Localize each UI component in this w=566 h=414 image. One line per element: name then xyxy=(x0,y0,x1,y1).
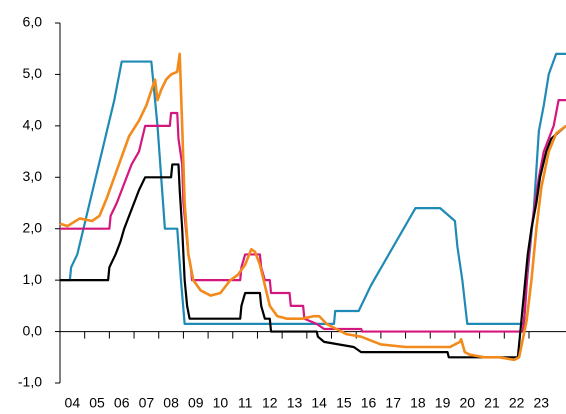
x-tick-label: 18 xyxy=(410,395,426,411)
x-tick-label: 16 xyxy=(361,395,377,411)
x-tick-label: 08 xyxy=(163,395,179,411)
x-tick-label: 04 xyxy=(65,395,81,411)
x-tick-label: 21 xyxy=(484,395,500,411)
series-line xyxy=(60,99,566,333)
y-tick-label: 0,0 xyxy=(23,322,43,338)
x-tick-label: 07 xyxy=(139,395,155,411)
series-line xyxy=(60,125,566,359)
x-tick-label: 20 xyxy=(459,395,475,411)
y-tick-label: 1,0 xyxy=(23,271,43,287)
x-tick-label: 11 xyxy=(238,395,253,411)
y-tick-label: 2,0 xyxy=(23,219,43,235)
y-tick-label: -1,0 xyxy=(18,374,42,390)
y-tick-label: 5,0 xyxy=(23,65,43,81)
x-tick-label: 17 xyxy=(385,395,401,411)
x-tick-label: 23 xyxy=(534,395,550,411)
x-tick-label: 09 xyxy=(188,395,204,411)
series-line xyxy=(59,52,566,362)
x-tick-label: 06 xyxy=(114,395,130,411)
series-line xyxy=(60,52,566,325)
x-tick-label: 22 xyxy=(509,395,525,411)
x-tick-label: 14 xyxy=(311,395,327,411)
x-tick-label: 13 xyxy=(287,395,303,411)
y-tick-label: 4,0 xyxy=(23,117,43,133)
x-tick-label: 12 xyxy=(262,395,278,411)
x-tick-label: 05 xyxy=(89,395,105,411)
x-tick-label: 10 xyxy=(213,395,229,411)
y-tick-label: 6,0 xyxy=(23,14,43,30)
y-tick-label: 3,0 xyxy=(23,168,43,184)
x-tick-label: 15 xyxy=(336,395,352,411)
x-tick-label: 19 xyxy=(435,395,451,411)
